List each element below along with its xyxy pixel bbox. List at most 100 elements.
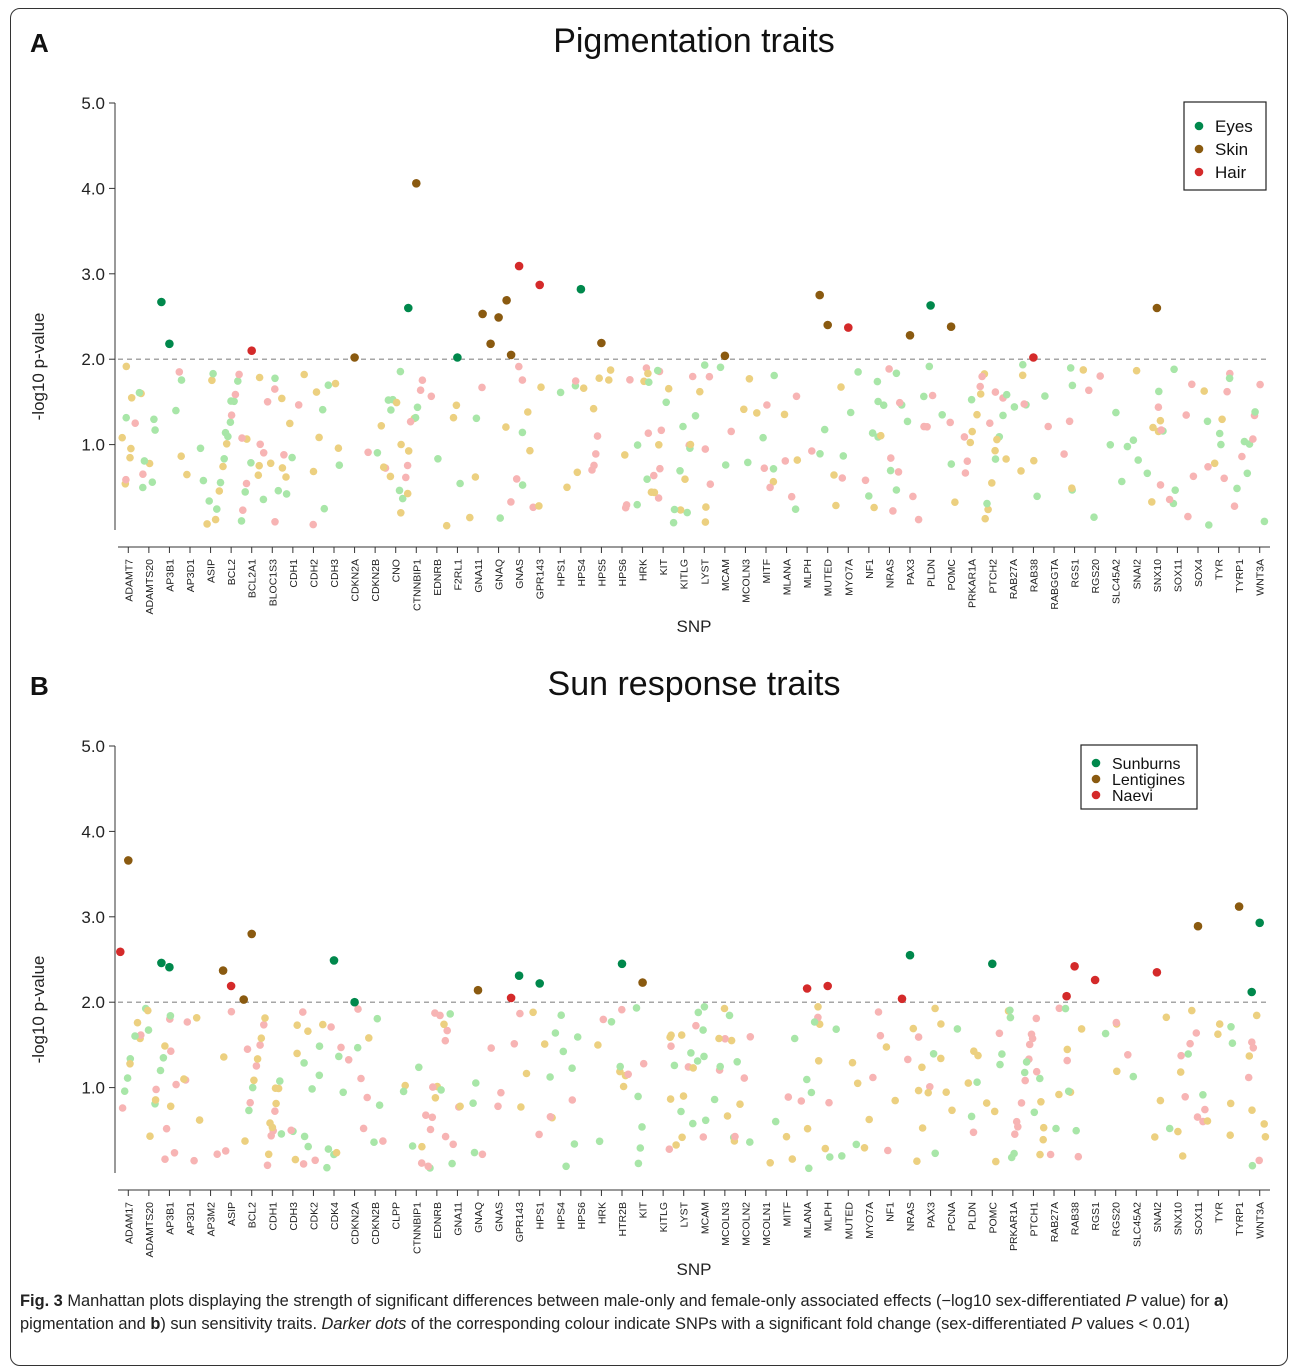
panel-b-background-point [1124, 1051, 1132, 1059]
panel-b-background-point [807, 1088, 816, 1097]
panel-b-background-point [195, 1116, 204, 1124]
panel-a-label: A [30, 28, 49, 58]
panel-a-background-point [983, 499, 991, 508]
panel-a-background-point [820, 425, 829, 434]
panel-a-x-tick-label: AP3B1 [164, 559, 176, 592]
panel-b-background-point [624, 1070, 632, 1079]
panel-a-background-point [976, 390, 985, 398]
panel-b-background-point [252, 1062, 261, 1070]
panel-a-x-tick-label: GNAS [514, 559, 526, 589]
panel-b-background-point [562, 1162, 570, 1171]
panel-a-background-point [676, 506, 685, 514]
panel-a-background-point [681, 475, 689, 484]
panel-b-background-point [291, 1155, 300, 1164]
panel-b-background-point [319, 1020, 327, 1029]
panel-b-background-point [256, 1041, 264, 1049]
panel-b-background-point [1226, 1099, 1235, 1108]
panel-b-background-point [667, 1042, 675, 1050]
panel-a-background-point [1134, 456, 1142, 464]
panel-a-x-tick-label: LYST [699, 558, 711, 584]
panel-b-background-point [874, 1008, 883, 1016]
panel-b-significant-point [157, 958, 166, 968]
panel-b-background-point [293, 1021, 302, 1029]
panel-a-background-point [392, 398, 401, 407]
panel-b-background-point [446, 1010, 455, 1018]
panel-b-legend-label: Sunburns [1112, 756, 1181, 773]
panel-b-x-tick-label: MCOLN1 [761, 1202, 773, 1246]
panel-a-background-point [865, 492, 873, 500]
panel-a-background-point [903, 417, 912, 426]
panel-a-background-point [255, 461, 263, 470]
panel-b-y-axis-label: -log10 p-value [29, 956, 48, 1064]
panel-b-x-tick-label: GPR143 [514, 1202, 526, 1242]
panel-a-background-point [605, 376, 613, 384]
panel-b-background-point [161, 1042, 169, 1050]
panel-b-background-point [535, 1130, 543, 1139]
panel-b-y-tick-label: 1.0 [81, 1079, 105, 1098]
panel-b-background-point [797, 1097, 806, 1105]
panel-b-background-point [982, 1099, 991, 1107]
panel-a-background-point [226, 418, 235, 427]
panel-b-significant-point [988, 959, 997, 969]
panel-a-background-point [222, 440, 231, 448]
panel-a-x-tick-label: PLDN [926, 559, 938, 587]
panel-a-background-point [745, 375, 754, 383]
panel-a-background-point [633, 441, 642, 449]
panel-a-background-point [966, 438, 975, 447]
panel-a-x-tick-label: PTCH2 [987, 559, 999, 594]
panel-a-background-point [1156, 481, 1165, 489]
panel-a-y-axis-label: -log10 p-value [29, 313, 48, 421]
panel-a-x-tick-label: HPS5 [596, 559, 608, 587]
panel-a-background-point [770, 371, 778, 380]
panel-b-background-point [1186, 1039, 1194, 1048]
panel-b-background-point [1036, 1150, 1044, 1159]
panel-a-background-point [669, 518, 678, 527]
panel-b-background-point [1030, 1108, 1039, 1117]
panel-a-background-point [909, 492, 917, 501]
panel-a-background-point [397, 509, 405, 517]
panel-a-background-point [199, 476, 208, 485]
panel-a-x-tick-label: ADAMTS20 [144, 559, 156, 615]
panel-a-background-point [1132, 366, 1141, 375]
panel-a-background-point [140, 457, 149, 465]
panel-b-background-point [594, 1041, 602, 1049]
panel-a-background-point [220, 455, 228, 463]
panel-a-background-point [1157, 426, 1165, 434]
panel-b-background-point [220, 1053, 228, 1061]
panel-b-background-point [766, 1159, 774, 1167]
panel-b-x-tick-label: CDH3 [288, 1202, 300, 1231]
panel-b-background-point [634, 1092, 642, 1101]
panel-b-x-tick-label: LYST [679, 1201, 691, 1227]
panel-b-background-point [337, 1043, 345, 1052]
panel-a-background-point [679, 422, 687, 431]
panel-b-background-point [599, 1015, 608, 1024]
panel-b-background-point [694, 1008, 703, 1017]
panel-b-background-point [1184, 1050, 1192, 1058]
panel-b-background-point [287, 1126, 296, 1135]
panel-a-background-point [335, 461, 344, 470]
panel-b-background-point [882, 1043, 891, 1051]
panel-b-background-point [267, 1132, 276, 1140]
panel-b-background-point [1129, 1072, 1138, 1081]
panel-a-background-point [727, 427, 735, 436]
panel-a-significant-point [926, 301, 935, 310]
panel-b-background-point [710, 1095, 719, 1104]
panel-b-significant-point [247, 929, 256, 939]
panel-b-background-point [370, 1138, 378, 1146]
panel-b-background-point [720, 1004, 729, 1013]
panel-b-background-point [120, 1087, 129, 1095]
panel-b-background-point [357, 1074, 365, 1083]
panel-a-significant-point [720, 351, 730, 361]
panel-a-background-point [870, 503, 878, 512]
panel-b-background-point [478, 1150, 487, 1159]
panel-b-background-point [1214, 1030, 1222, 1038]
panel-b-background-point [699, 1026, 707, 1034]
panel-b-background-point [904, 1055, 912, 1064]
panel-b-background-point [192, 1014, 201, 1022]
panel-b-y-tick-label: 3.0 [81, 908, 105, 927]
panel-a-background-point [271, 518, 279, 526]
panel-a-background-point [960, 433, 969, 441]
panel-b-background-point [570, 1140, 579, 1148]
panel-a-background-point [135, 388, 144, 397]
panel-a-background-point [1020, 400, 1028, 408]
